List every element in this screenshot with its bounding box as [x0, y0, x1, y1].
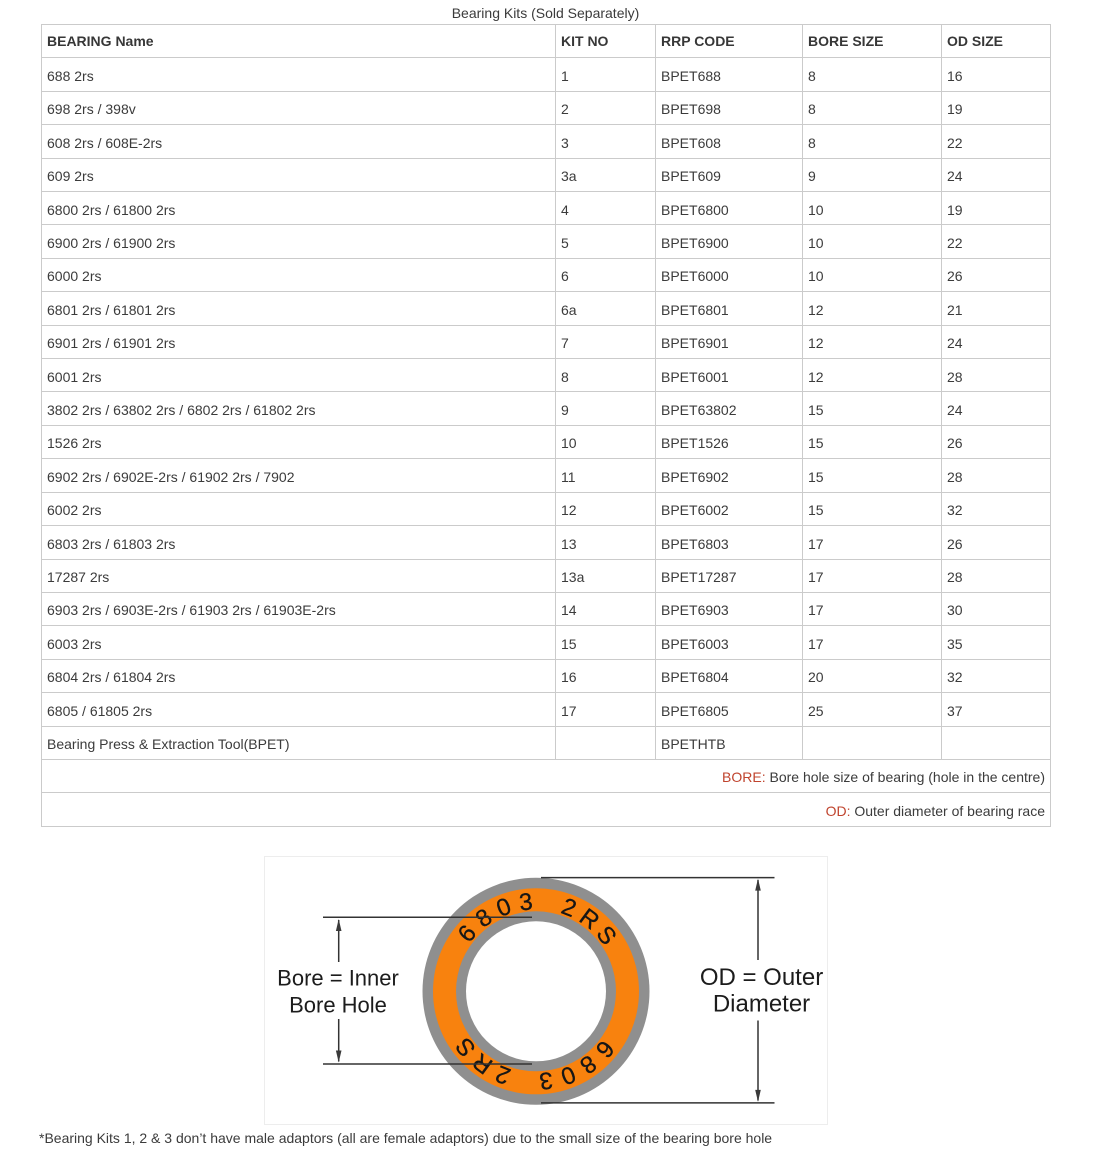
svg-text:3: 3	[538, 1066, 554, 1094]
svg-text:3: 3	[518, 888, 534, 916]
svg-text:Bore Hole: Bore Hole	[289, 992, 387, 1017]
svg-text:Bore = Inner: Bore = Inner	[277, 965, 399, 990]
svg-text:Diameter: Diameter	[713, 990, 810, 1017]
svg-text:OD = Outer: OD = Outer	[700, 964, 823, 991]
